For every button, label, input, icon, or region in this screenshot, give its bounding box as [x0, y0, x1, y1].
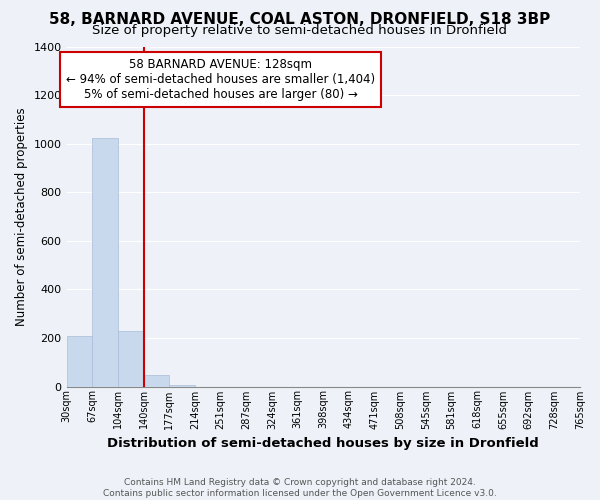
Text: 58 BARNARD AVENUE: 128sqm
← 94% of semi-detached houses are smaller (1,404)
5% o: 58 BARNARD AVENUE: 128sqm ← 94% of semi-… — [66, 58, 375, 102]
Bar — [67, 336, 92, 386]
Text: 58, BARNARD AVENUE, COAL ASTON, DRONFIELD, S18 3BP: 58, BARNARD AVENUE, COAL ASTON, DRONFIEL… — [49, 12, 551, 28]
Bar — [143, 375, 169, 386]
Bar — [92, 138, 118, 386]
X-axis label: Distribution of semi-detached houses by size in Dronfield: Distribution of semi-detached houses by … — [107, 437, 539, 450]
Bar — [118, 330, 143, 386]
Y-axis label: Number of semi-detached properties: Number of semi-detached properties — [15, 107, 28, 326]
Text: Size of property relative to semi-detached houses in Dronfield: Size of property relative to semi-detach… — [92, 24, 508, 37]
Text: Contains HM Land Registry data © Crown copyright and database right 2024.
Contai: Contains HM Land Registry data © Crown c… — [103, 478, 497, 498]
